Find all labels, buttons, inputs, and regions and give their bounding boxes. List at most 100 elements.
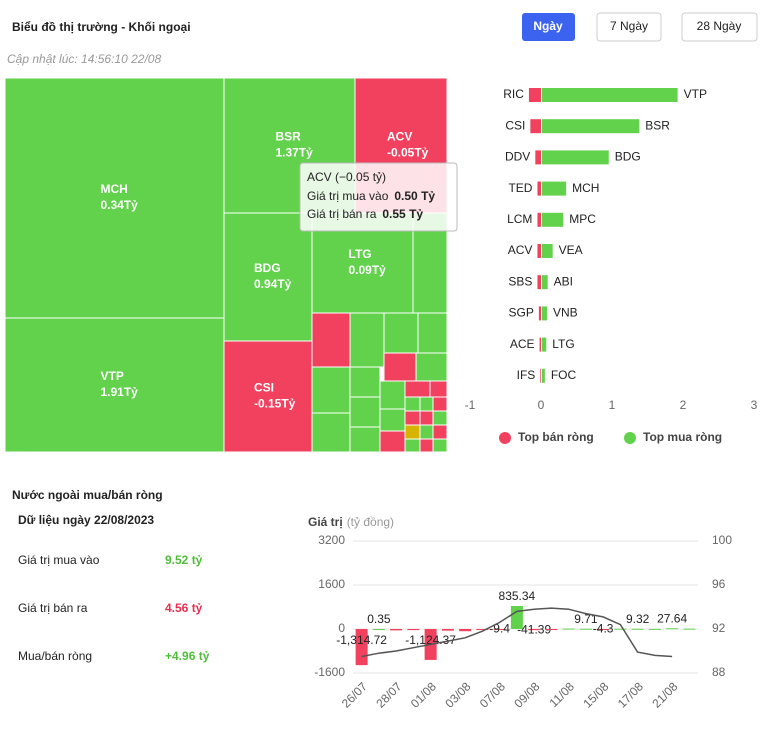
data-label: -1,124.37 — [405, 633, 456, 647]
treemap-cell-minor — [432, 410, 448, 426]
y-tick-label: 3200 — [318, 533, 345, 547]
treemap-name: CSI — [254, 381, 274, 395]
bar — [542, 212, 564, 227]
x-tick-label: 21/08 — [649, 679, 680, 710]
bar-label-left: SGP — [509, 306, 534, 320]
summary-date: Dữ liệu ngày 22/08/2023 — [18, 513, 154, 527]
tab-label[interactable]: 7 Ngày — [610, 19, 648, 33]
treemap-value: 1.37Tỷ — [276, 146, 314, 160]
bar — [614, 628, 627, 630]
x-tick-label: 28/07 — [373, 679, 404, 710]
bar — [407, 629, 420, 631]
bar — [542, 88, 678, 102]
bar — [562, 628, 575, 630]
x-tick-label: 26/07 — [339, 679, 370, 710]
bar — [542, 275, 548, 290]
treemap-cell-minor — [379, 408, 406, 432]
bar-label-right: VTP — [684, 87, 707, 101]
bar-label-right: ABI — [554, 274, 573, 288]
x-tick-label: 1 — [609, 398, 616, 412]
treemap-value: -0.05Tỷ — [387, 146, 429, 160]
treemap-cell-minor — [349, 312, 385, 368]
treemap-cell-minor — [404, 380, 431, 398]
treemap-cell-minor — [419, 424, 434, 440]
bar — [579, 628, 592, 630]
tooltip — [299, 162, 458, 232]
y2-tick-label: 100 — [712, 533, 732, 547]
x-tick-label: 15/08 — [580, 679, 611, 710]
bar — [545, 629, 558, 630]
x-tick-label: 17/08 — [615, 679, 646, 710]
treemap-cell-minor — [429, 380, 448, 398]
bar-label-left: RIC — [503, 87, 524, 101]
treemap-cell — [4, 317, 225, 453]
bar — [542, 119, 640, 134]
bar — [390, 629, 403, 631]
treemap-name: BSR — [276, 130, 302, 144]
y-tick-label: 0 — [338, 621, 345, 635]
tooltip-value: 0.55 Tỷ — [382, 207, 423, 221]
y2-tick-label: 92 — [712, 621, 726, 635]
treemap-value: -0.15Tỷ — [254, 397, 296, 411]
summary-label: Mua/bán ròng — [18, 649, 92, 663]
bar — [476, 629, 489, 630]
bar — [542, 181, 567, 196]
treemap-name: LTG — [349, 247, 372, 261]
treemap-cell-minor — [311, 412, 351, 453]
legend-label: Top bán ròng — [518, 430, 594, 444]
y-tick-label: -1600 — [314, 665, 345, 679]
data-label: -1,314.72 — [336, 633, 387, 647]
data-label: 835.34 — [499, 589, 536, 603]
summary-label: Giá trị mua vào — [18, 553, 100, 567]
bar-label-left: LCM — [507, 212, 532, 226]
bar-label-right: VEA — [559, 243, 583, 257]
treemap-value: 0.94Tỷ — [254, 277, 292, 291]
data-label: -4.3 — [593, 621, 614, 635]
treemap-cell-minor — [349, 426, 381, 453]
bar — [537, 212, 541, 227]
tab-label[interactable]: 28 Ngày — [697, 19, 742, 33]
bar — [537, 244, 541, 258]
axis-unit: (tỷ đồng) — [347, 515, 394, 529]
x-tick-label: 0 — [538, 398, 545, 412]
treemap-cell-minor — [311, 312, 351, 368]
tab-button[interactable] — [522, 13, 575, 41]
line — [361, 607, 673, 658]
summary-label: Giá trị bán ra — [18, 601, 88, 615]
data-label: 0.35 — [367, 612, 391, 626]
bar-label-right: MPC — [569, 212, 596, 226]
treemap-cell-minor — [349, 396, 381, 428]
bar — [441, 629, 454, 631]
bar — [528, 629, 541, 631]
x-tick-label: 03/08 — [442, 679, 473, 710]
treemap-cell-minor — [379, 380, 406, 410]
treemap-value: 0.09Tỷ — [349, 263, 387, 277]
data-label: -9.4 — [489, 621, 510, 635]
treemap-cell-minor — [419, 410, 434, 426]
x-tick-label: 11/08 — [546, 679, 577, 710]
treemap-cell — [223, 212, 313, 342]
treemap-name: BDG — [254, 261, 281, 275]
treemap-cell-minor — [432, 424, 448, 440]
treemap-cell-minor — [379, 430, 406, 453]
bar — [530, 119, 541, 134]
bar — [542, 244, 553, 258]
summary-value: +4.96 tỷ — [165, 649, 210, 663]
bar — [372, 628, 385, 630]
treemap-cell-minor — [415, 352, 448, 382]
tab-button[interactable] — [596, 12, 662, 42]
x-tick-label: 01/08 — [408, 679, 439, 710]
x-tick-label: 09/08 — [511, 679, 542, 710]
bar — [597, 629, 610, 630]
tab-label[interactable]: Ngày — [533, 19, 563, 33]
treemap-cell-minor — [404, 424, 421, 440]
bar — [648, 628, 661, 630]
treemap-cell — [4, 77, 225, 319]
tooltip-label: Giá trị bán ra — [307, 207, 377, 221]
bar-label-left: CSI — [505, 118, 525, 132]
treemap-cell-minor — [404, 438, 421, 453]
treemap-name: MCH — [101, 182, 128, 196]
tab-button[interactable] — [681, 12, 758, 42]
bar — [631, 628, 644, 630]
